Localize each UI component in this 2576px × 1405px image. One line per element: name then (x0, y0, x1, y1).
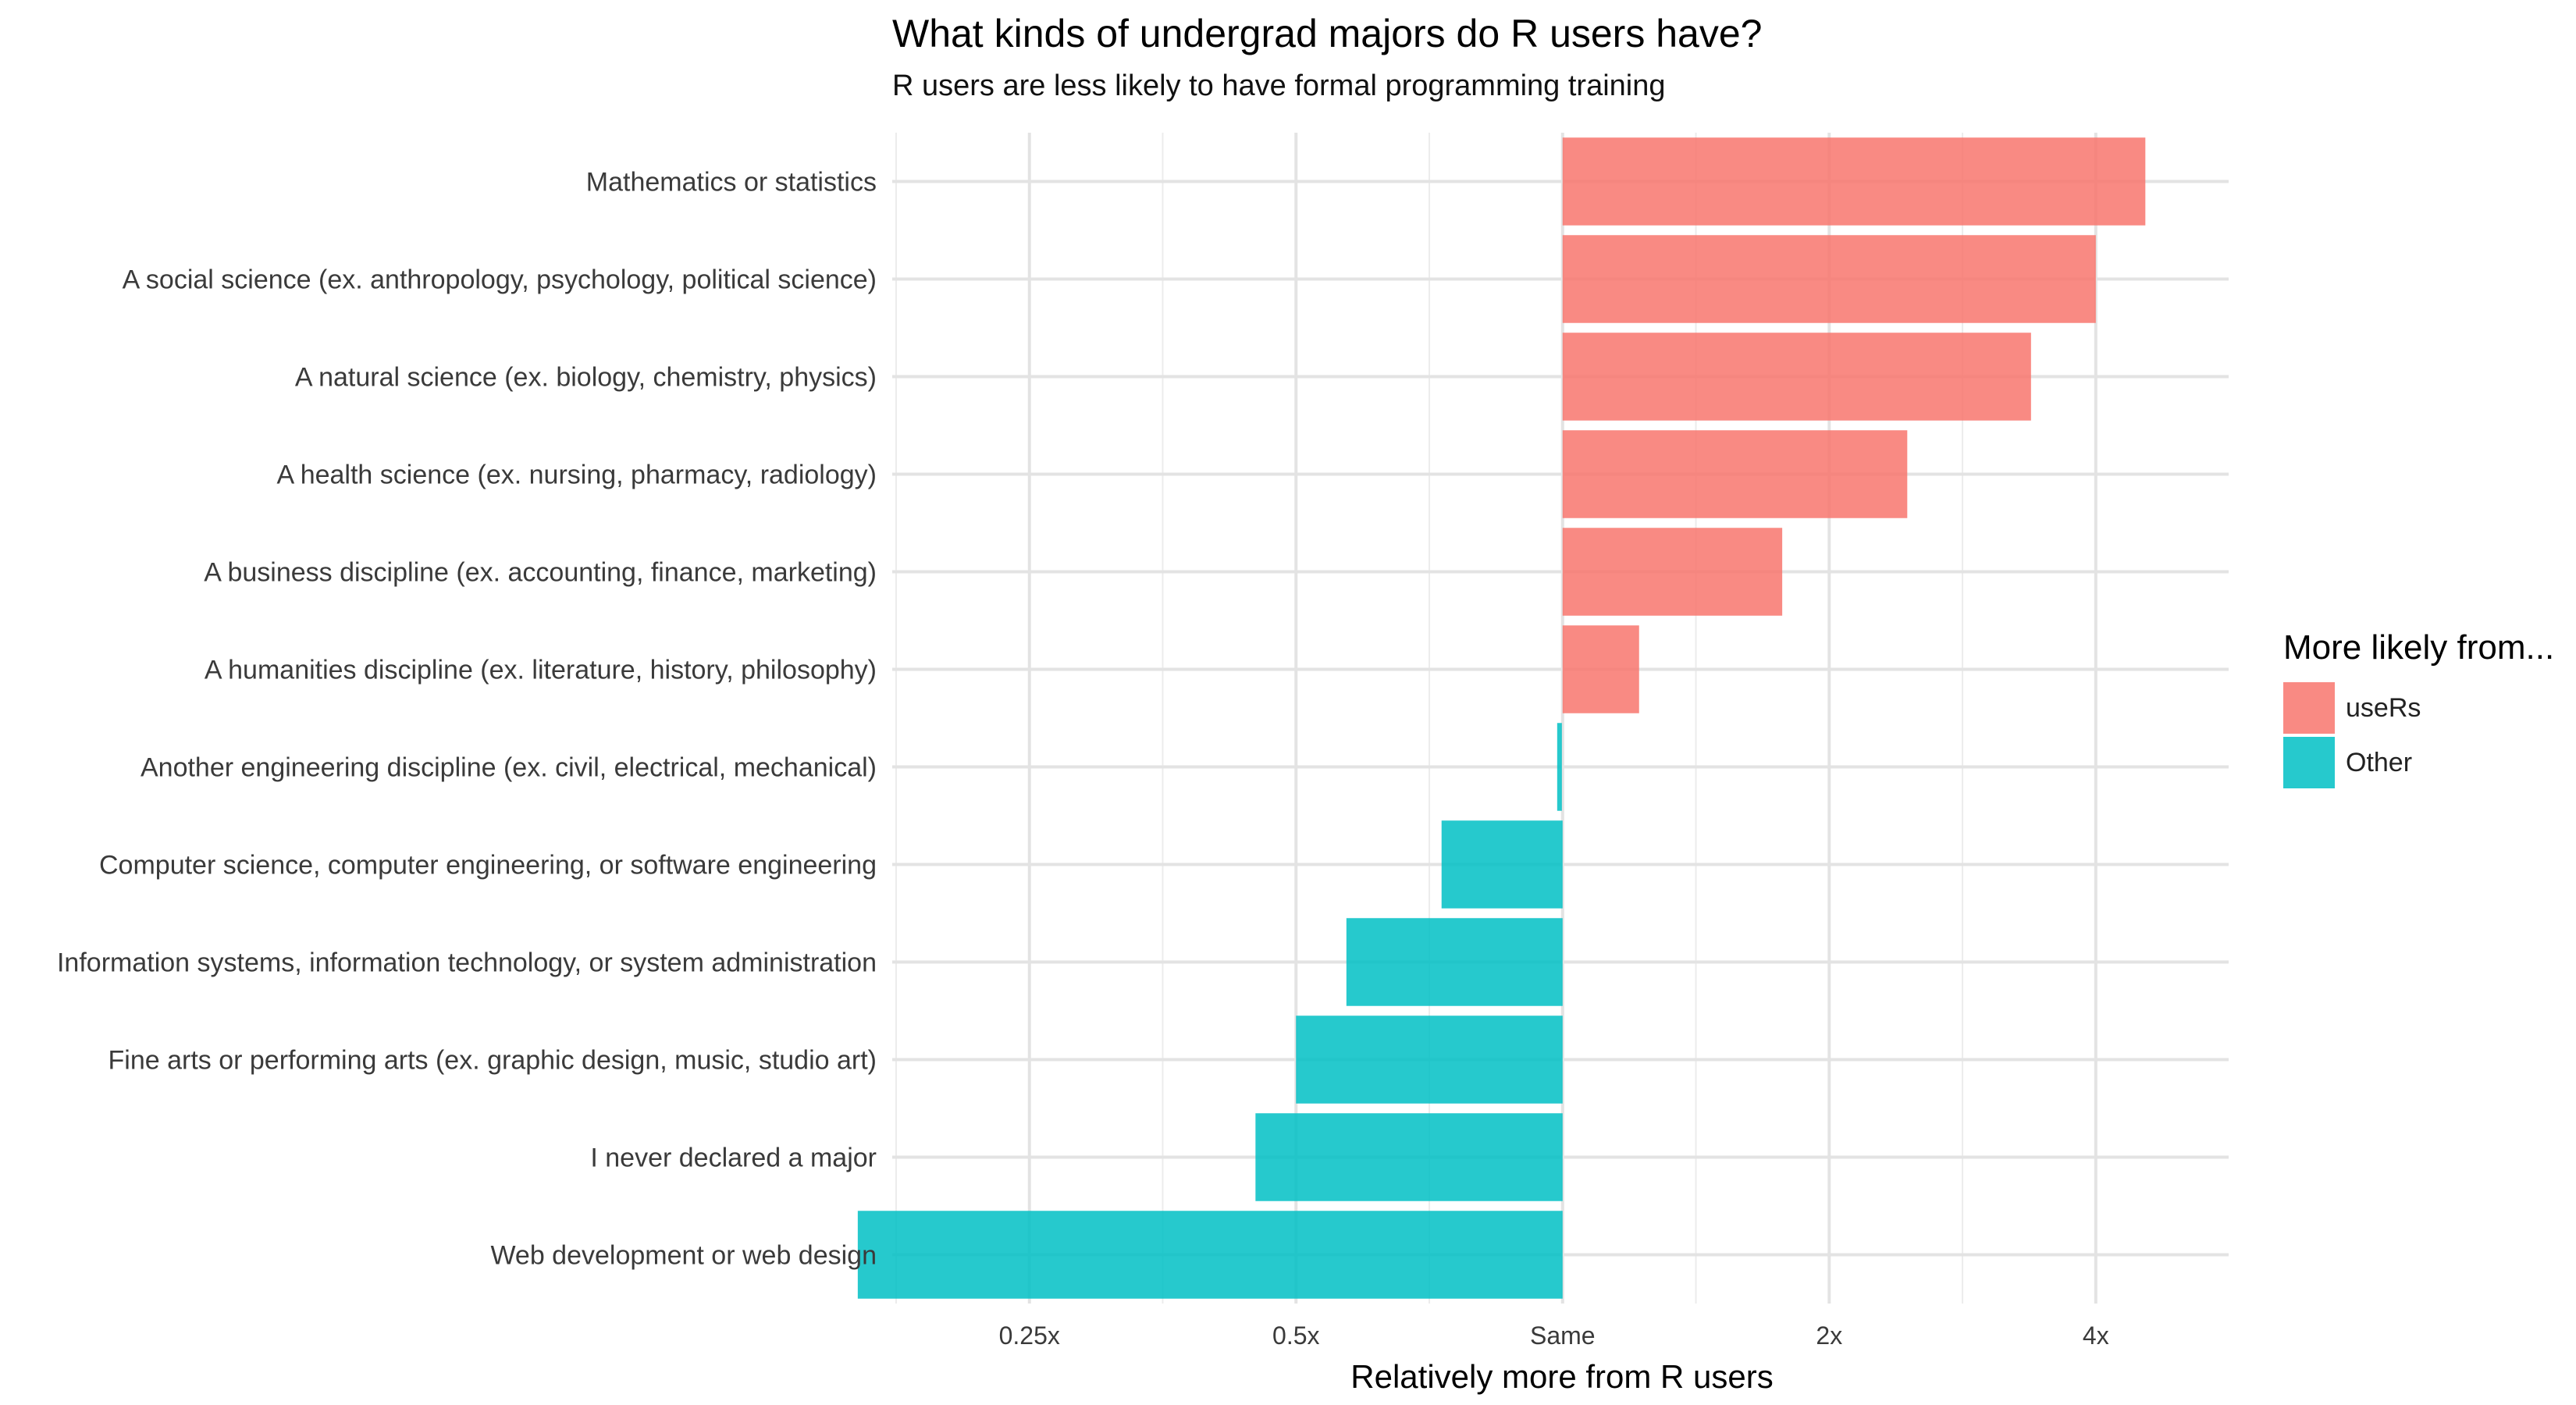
category-label: Computer science, computer engineering, … (99, 851, 877, 880)
bar (1255, 1113, 1563, 1201)
category-label: A business discipline (ex. accounting, f… (204, 558, 877, 588)
chart-subtitle: R users are less likely to have formal p… (892, 69, 1666, 102)
category-label: A social science (ex. anthropology, psyc… (123, 265, 877, 295)
minor-gridlines (895, 133, 1964, 1304)
bar (1562, 625, 1639, 713)
legend-item-other: Other (2283, 735, 2554, 790)
bar (1296, 1016, 1563, 1104)
bar (1562, 137, 2146, 226)
legend-item-users: useRs (2283, 681, 2554, 735)
category-label: A natural science (ex. biology, chemistr… (295, 363, 877, 393)
bar (1562, 528, 1783, 616)
x-tick-label: 4x (2083, 1321, 2109, 1350)
category-label: Web development or web design (490, 1241, 877, 1271)
category-label: Fine arts or performing arts (ex. graphi… (109, 1046, 877, 1076)
category-label: Another engineering discipline (ex. civi… (141, 753, 877, 783)
category-label: Information systems, information technol… (57, 948, 877, 978)
x-tick-label: 0.5x (1272, 1321, 1319, 1350)
category-label: I never declared a major (590, 1144, 877, 1173)
x-tick-label: 2x (1816, 1321, 1842, 1350)
chart-title: What kinds of undergrad majors do R user… (892, 12, 1763, 55)
category-label: A humanities discipline (ex. literature,… (205, 656, 877, 685)
bar (1346, 918, 1563, 1006)
legend: More likely from... useRs Other (2283, 624, 2554, 790)
x-axis-title: Relatively more from R users (1350, 1358, 1773, 1395)
legend-title: More likely from... (2283, 628, 2555, 667)
x-tick-label: 0.25x (999, 1321, 1060, 1350)
bar (857, 1211, 1563, 1299)
bar (1562, 430, 1908, 518)
category-labels: Mathematics or statistics A social scienc… (57, 168, 877, 1271)
bars (857, 137, 2146, 1299)
legend-swatch-other (2283, 737, 2335, 788)
legend-label-users: useRs (2346, 692, 2421, 723)
legend-swatch-users (2283, 682, 2335, 734)
legend-label-other: Other (2346, 747, 2413, 777)
x-tick-label: Same (1530, 1321, 1596, 1350)
bar (1562, 333, 2031, 421)
category-label: A health science (ex. nursing, pharmacy,… (276, 461, 877, 490)
bar (1441, 820, 1563, 909)
bar (1557, 723, 1562, 811)
x-tick-labels: 0.25x 0.5x Same 2x 4x (999, 1321, 2109, 1350)
bar (1562, 235, 2096, 323)
category-label: Mathematics or statistics (586, 168, 877, 197)
